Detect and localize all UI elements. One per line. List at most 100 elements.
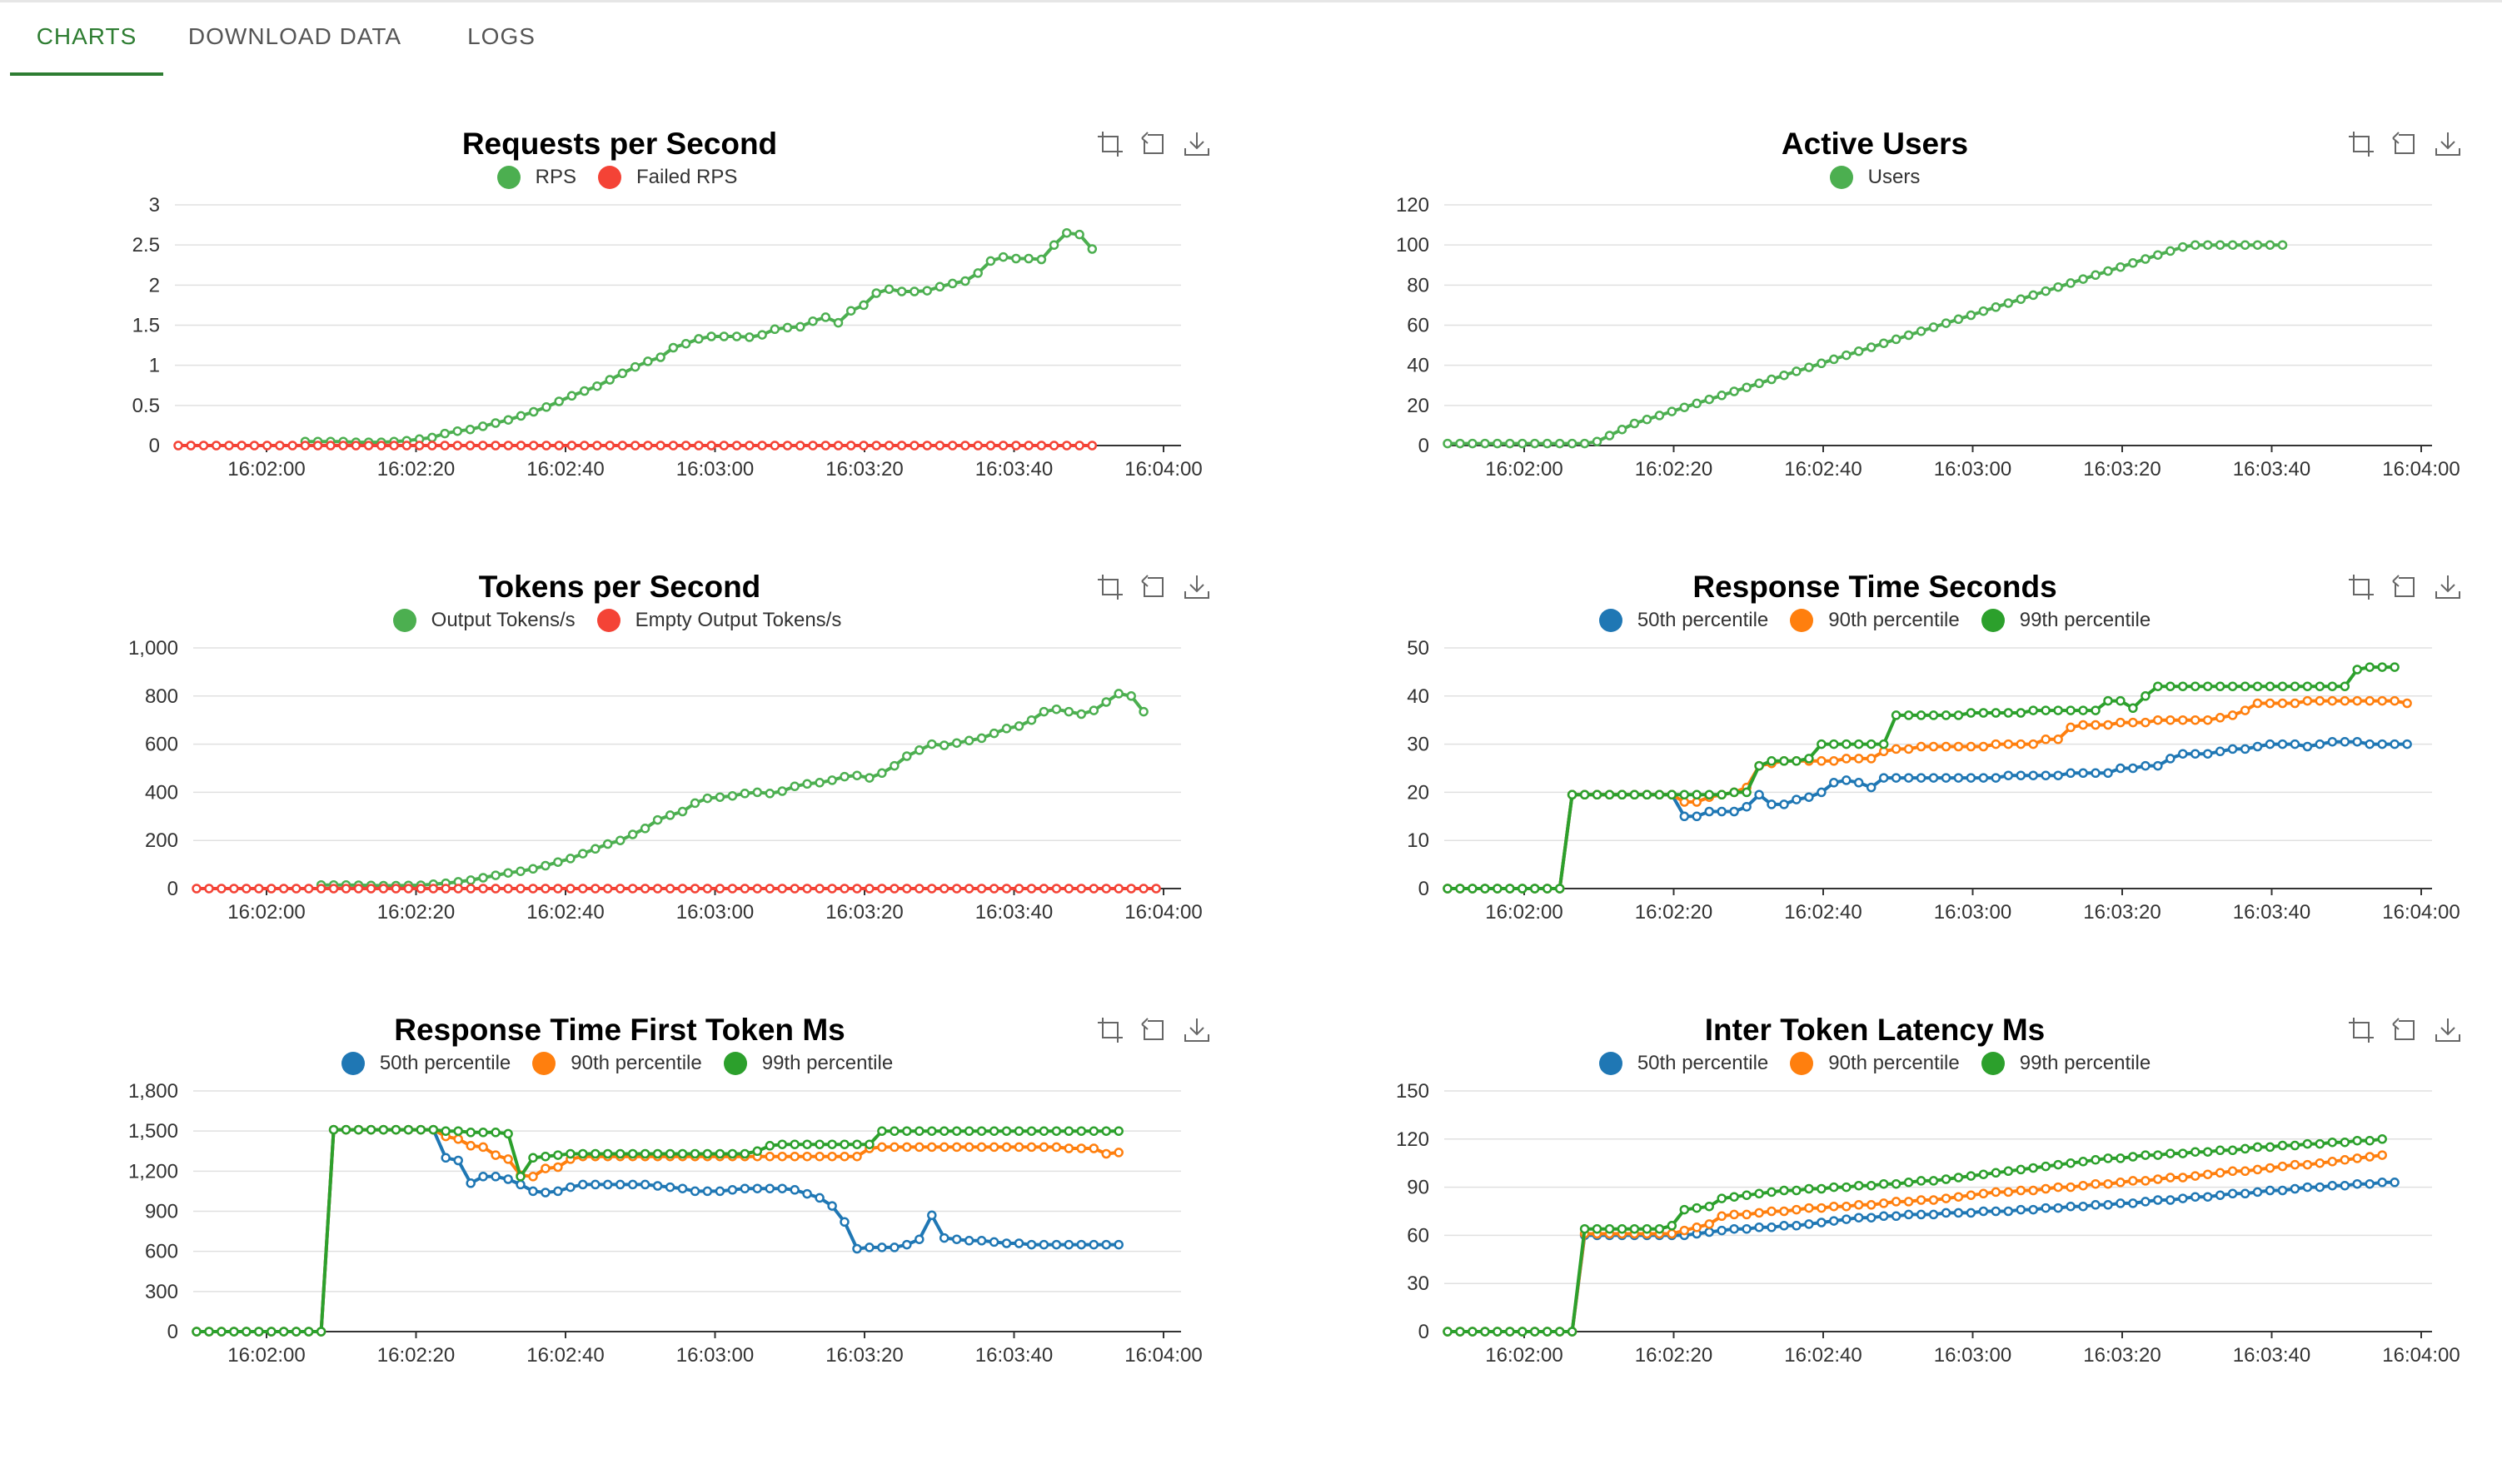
data-point[interactable] [2327,681,2338,691]
data-point[interactable] [2028,705,2038,715]
data-point[interactable] [852,884,862,894]
data-point[interactable] [204,1327,214,1337]
data-point[interactable] [845,441,856,451]
data-point[interactable] [503,441,514,451]
data-point[interactable] [1051,704,1062,715]
data-point[interactable] [2227,1166,2238,1177]
data-point[interactable] [427,432,437,443]
data-point[interactable] [2265,1142,2275,1153]
data-point[interactable] [989,884,999,894]
data-point[interactable] [366,1124,376,1135]
data-point[interactable] [491,1150,501,1160]
data-point[interactable] [2240,1143,2250,1154]
data-point[interactable] [859,441,869,451]
data-point[interactable] [1953,710,1964,720]
data-point[interactable] [1704,1201,1714,1212]
data-point[interactable] [491,441,501,451]
data-point[interactable] [328,884,339,894]
data-point[interactable] [1966,310,1976,321]
data-point[interactable] [1742,382,1752,392]
data-point[interactable] [2116,261,2126,272]
data-point[interactable] [640,884,650,894]
data-point[interactable] [1767,1206,1777,1217]
data-point[interactable] [1742,801,1752,812]
data-point[interactable] [2053,1159,2063,1170]
data-point[interactable] [1991,302,2001,312]
data-point[interactable] [2202,240,2213,250]
data-point[interactable] [1089,1239,1099,1250]
data-point[interactable] [541,1163,551,1173]
data-point[interactable] [765,789,775,799]
data-point[interactable] [643,356,653,366]
data-point[interactable] [1039,706,1049,717]
data-point[interactable] [2340,695,2350,706]
data-point[interactable] [2240,705,2250,715]
data-point[interactable] [291,884,302,894]
data-point[interactable] [553,1150,563,1160]
data-point[interactable] [808,441,818,451]
data-point[interactable] [1966,708,1976,718]
data-point[interactable] [2153,250,2163,260]
data-point[interactable] [630,361,640,372]
data-point[interactable] [652,1181,663,1191]
data-point[interactable] [989,728,999,739]
data-point[interactable] [2028,1204,2038,1215]
data-point[interactable] [2041,1161,2051,1172]
data-point[interactable] [777,1139,787,1149]
data-point[interactable] [578,884,588,894]
data-point[interactable] [503,1154,513,1164]
data-point[interactable] [2166,681,2176,691]
data-point[interactable] [1024,253,1034,264]
data-point[interactable] [1001,1238,1012,1248]
data-point[interactable] [715,1186,725,1197]
data-point[interactable] [1443,1327,1453,1337]
data-point[interactable] [267,884,277,894]
data-point[interactable] [1455,1327,1465,1337]
data-point[interactable] [1941,1208,1951,1218]
data-point[interactable] [1878,773,1889,783]
data-point[interactable] [2340,681,2350,691]
data-point[interactable] [2103,1178,2113,1189]
data-point[interactable] [1866,1213,1876,1223]
data-point[interactable] [1754,1223,1764,1233]
data-point[interactable] [528,864,538,874]
data-point[interactable] [2290,1159,2300,1170]
data-point[interactable] [752,1183,763,1193]
data-point[interactable] [627,1148,638,1159]
data-point[interactable] [2178,1193,2188,1203]
data-point[interactable] [1717,1225,1727,1236]
data-point[interactable] [1617,789,1627,800]
data-point[interactable] [378,884,389,894]
data-point[interactable] [441,1126,451,1136]
data-point[interactable] [2277,1185,2288,1196]
data-point[interactable] [1074,441,1084,451]
data-point[interactable] [915,1126,925,1136]
data-point[interactable] [1853,1180,1864,1191]
data-point[interactable] [939,884,949,894]
data-point[interactable] [2091,768,2101,779]
legend-item[interactable]: Output Tokens/s [392,609,576,632]
restore-icon[interactable] [1139,130,1168,158]
data-point[interactable] [605,375,615,385]
data-point[interactable] [378,1124,389,1135]
data-point[interactable] [655,352,665,362]
data-point[interactable] [242,1327,252,1337]
data-point[interactable] [643,441,653,451]
data-point[interactable] [2078,705,2088,715]
data-point[interactable] [2041,735,2051,744]
data-point[interactable] [1853,1200,1864,1210]
data-point[interactable] [677,806,688,817]
data-point[interactable] [303,884,314,894]
data-point[interactable] [2315,1138,2325,1149]
data-point[interactable] [2091,705,2101,715]
data-point[interactable] [1480,884,1490,894]
data-point[interactable] [528,1172,538,1182]
data-point[interactable] [1101,884,1111,894]
data-point[interactable] [300,441,311,451]
data-point[interactable] [1866,1180,1876,1191]
data-point[interactable] [1493,884,1503,894]
data-point[interactable] [2227,710,2238,720]
data-point[interactable] [1779,1185,1789,1196]
data-point[interactable] [1928,710,1939,720]
data-point[interactable] [1114,689,1124,699]
